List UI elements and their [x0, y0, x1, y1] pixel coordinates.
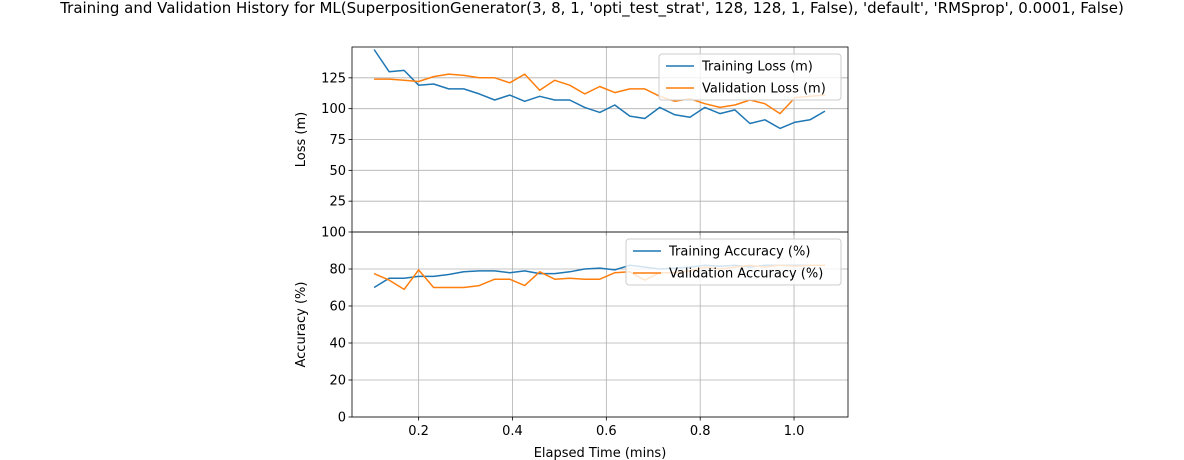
y-tick-label: 80 — [329, 263, 346, 278]
x-tick-label: 1.0 — [784, 424, 805, 439]
legend-box — [625, 238, 842, 286]
x-tick-label: 0.4 — [502, 424, 523, 439]
y-tick-label: 40 — [329, 337, 346, 352]
x-tick-label: 0.8 — [690, 424, 711, 439]
legend-label: Training Accuracy (%) — [668, 245, 810, 260]
axes-frame — [351, 231, 849, 418]
y-tick-label: 100 — [321, 226, 346, 241]
legend-label: Validation Loss (m) — [702, 82, 826, 97]
y-axis-label: Loss (m) — [294, 112, 309, 167]
legend-box — [658, 53, 842, 101]
y-tick-label: 20 — [329, 374, 346, 389]
x-tick-label: 0.6 — [596, 424, 617, 439]
y-tick-label: 60 — [329, 300, 346, 315]
x-tick-label: 0.2 — [408, 424, 429, 439]
legend-label: Validation Accuracy (%) — [669, 267, 823, 282]
y-tick-label: 25 — [329, 195, 346, 210]
y-tick-label: 75 — [329, 133, 346, 148]
legend-label: Training Loss (m) — [701, 60, 813, 75]
series-line-training — [373, 49, 826, 130]
y-tick-label: 0 — [338, 411, 346, 426]
x-axis-label: Elapsed Time (mins) — [534, 446, 667, 460]
chart-title: Training and Validation History for ML(S… — [59, 0, 1124, 18]
y-tick-label: 100 — [321, 102, 346, 117]
y-axis-label: Accuracy (%) — [294, 282, 309, 368]
y-tick-label: 125 — [321, 71, 346, 86]
y-tick-label: 50 — [329, 164, 346, 179]
